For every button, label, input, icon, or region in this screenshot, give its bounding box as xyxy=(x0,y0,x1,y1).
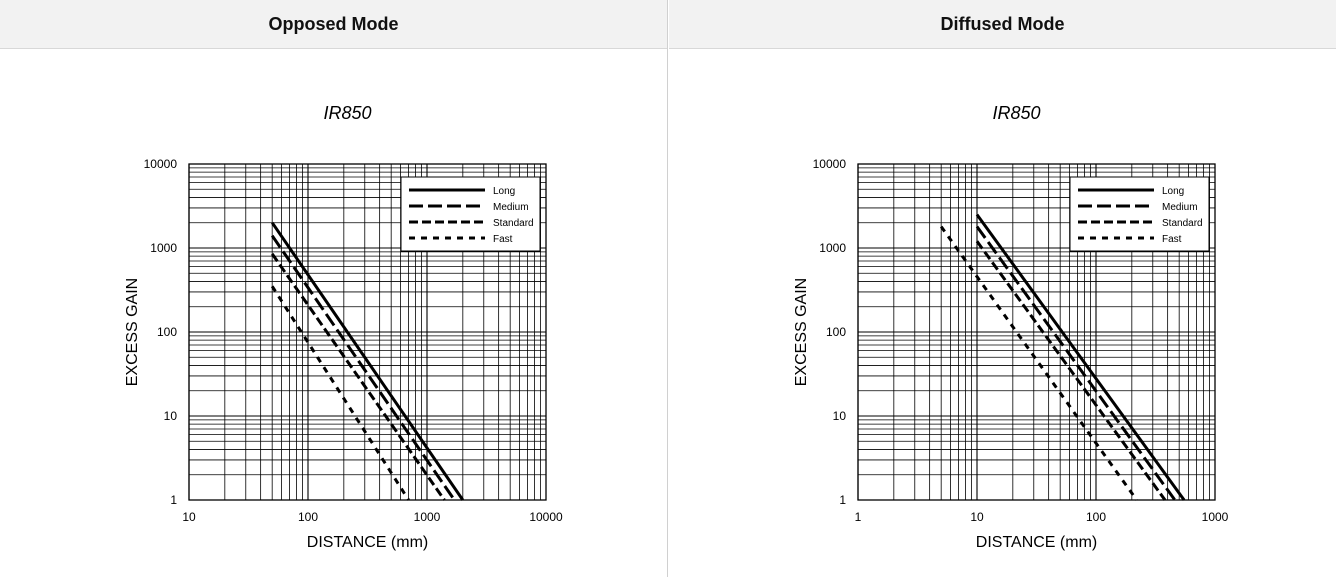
y-tick-label: 1000 xyxy=(150,241,177,255)
column-header-diffused: Diffused Mode xyxy=(669,0,1336,49)
x-tick-label: 1 xyxy=(855,510,862,524)
legend-label: Fast xyxy=(1162,234,1182,245)
y-tick-label: 10 xyxy=(833,409,847,423)
legend-label: Standard xyxy=(493,218,534,229)
y-tick-label: 1 xyxy=(839,493,846,507)
y-axis-label: EXCESS GAIN xyxy=(124,278,141,386)
series-line-standard xyxy=(270,253,446,501)
y-tick-label: 1 xyxy=(170,493,177,507)
legend-label: Medium xyxy=(493,202,529,213)
x-tick-label: 10 xyxy=(182,510,196,524)
series-line-long xyxy=(270,221,465,501)
chart-legend: Long Medium Standard Fast xyxy=(400,176,541,252)
y-tick-label: 10 xyxy=(164,409,178,423)
opposed-mode-column: Opposed Mode IR850 10 100 1000 10000 1 10 100 10… xyxy=(0,0,667,577)
plot-frame xyxy=(188,163,547,501)
legend-label: Long xyxy=(1162,186,1184,197)
y-tick-label: 10000 xyxy=(144,157,178,171)
legend-box xyxy=(400,176,541,252)
chart-title: IR850 xyxy=(323,103,371,123)
series-line-fast xyxy=(939,225,1138,501)
x-tick-label: 10 xyxy=(970,510,984,524)
y-tick-label: 10000 xyxy=(813,157,847,171)
column-divider xyxy=(667,0,668,577)
x-axis-label: DISTANCE (mm) xyxy=(307,534,428,551)
series-line-long xyxy=(975,213,1186,501)
y-axis-label: EXCESS GAIN xyxy=(793,278,810,386)
legend-label: Standard xyxy=(1162,218,1203,229)
series-line-standard xyxy=(975,240,1167,501)
y-tick-label: 100 xyxy=(157,325,177,339)
legend-label: Long xyxy=(493,186,515,197)
chart-legend: Long Medium Standard Fast xyxy=(1069,176,1210,252)
legend-label: Fast xyxy=(493,234,513,245)
x-tick-label: 1000 xyxy=(414,510,441,524)
x-tick-label: 100 xyxy=(298,510,318,524)
plot-grid xyxy=(188,164,546,501)
x-tick-label: 1000 xyxy=(1202,510,1229,524)
column-header-opposed: Opposed Mode xyxy=(0,0,667,49)
chart-title: IR850 xyxy=(992,103,1040,123)
opposed-mode-chart: IR850 10 100 1000 10000 1 10 100 1000 10000 DISTAN… xyxy=(124,103,563,551)
plot-frame xyxy=(857,163,1216,501)
legend-box xyxy=(1069,176,1210,252)
x-axis-label: DISTANCE (mm) xyxy=(976,534,1097,551)
y-tick-label: 1000 xyxy=(819,241,846,255)
plot-grid xyxy=(857,164,1215,501)
y-tick-label: 100 xyxy=(826,325,846,339)
diffused-mode-chart: IR850 1 10 100 1000 1 10 100 1000 10000 DISTANCE (… xyxy=(793,103,1229,551)
series-line-medium xyxy=(270,234,456,501)
diffused-mode-column: Diffused Mode IR850 1 10 100 1000 1 10 100 1000 1… xyxy=(669,0,1336,577)
legend-label: Medium xyxy=(1162,202,1198,213)
series-line-medium xyxy=(975,225,1177,501)
x-tick-label: 100 xyxy=(1086,510,1106,524)
x-tick-label: 10000 xyxy=(529,510,563,524)
